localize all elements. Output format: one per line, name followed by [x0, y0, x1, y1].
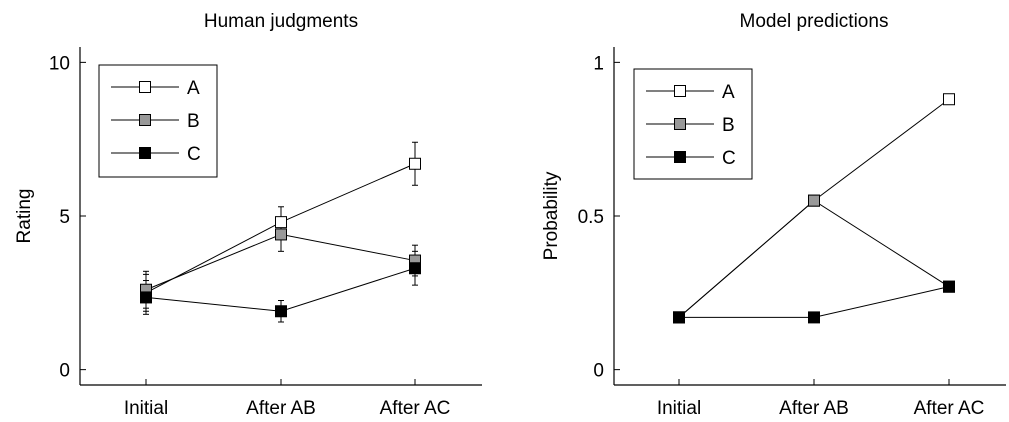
legend-C-label: C [722, 148, 736, 169]
y-axis-label: Probability [541, 171, 562, 260]
y-tick-label: 0 [593, 361, 604, 382]
legend-A-marker [139, 81, 151, 93]
series-B-point [275, 228, 287, 241]
legend-B-label: B [187, 111, 200, 132]
legend: ABC [98, 64, 218, 178]
y-tick-label: 5 [59, 207, 70, 228]
legend-C-marker [139, 147, 151, 159]
legend-B-label: B [722, 115, 735, 136]
series-A-point [409, 157, 421, 170]
legend-A-label: A [722, 82, 735, 103]
legend-A-label: A [187, 78, 200, 99]
series-A-point [275, 216, 287, 229]
x-tick-label: Initial [124, 398, 168, 419]
x-tick-label: After AC [380, 398, 451, 419]
legend-box [98, 64, 218, 178]
y-tick-label: 1 [593, 53, 604, 74]
legend-C-label: C [187, 144, 201, 165]
series-C-point [673, 311, 685, 324]
x-tick-label: After AC [914, 398, 985, 419]
series-C-point [409, 262, 421, 275]
x-tick-label: After AB [779, 398, 849, 419]
series-C-point [275, 305, 287, 318]
legend-A-marker [674, 85, 686, 97]
series-C-point [140, 291, 152, 304]
series-A-point [943, 93, 955, 106]
y-tick-label: 10 [49, 53, 70, 74]
series-B-point [808, 194, 820, 207]
series-B-line [678, 200, 950, 318]
series-C-point [808, 311, 820, 324]
series-C-point [943, 280, 955, 293]
x-tick-label: Initial [657, 398, 701, 419]
y-tick-label: 0.5 [578, 207, 604, 228]
legend-B-marker [139, 114, 151, 126]
legend-B-marker [674, 118, 686, 130]
y-tick-label: 0 [59, 361, 70, 382]
x-tick-label: After AB [246, 398, 316, 419]
model-predictions-panel: Model predictions Probability 0 0.5 1 Initial… [541, 11, 1006, 419]
y-axis-label: Rating [14, 189, 35, 244]
chart-title: Model predictions [740, 11, 889, 32]
legend-C-marker [674, 151, 686, 163]
human-judgments-panel: Human judgments Rating 0 5 10 Initial After AB… [14, 11, 482, 419]
chart-title: Human judgments [204, 11, 358, 32]
legend: ABC [633, 68, 753, 180]
